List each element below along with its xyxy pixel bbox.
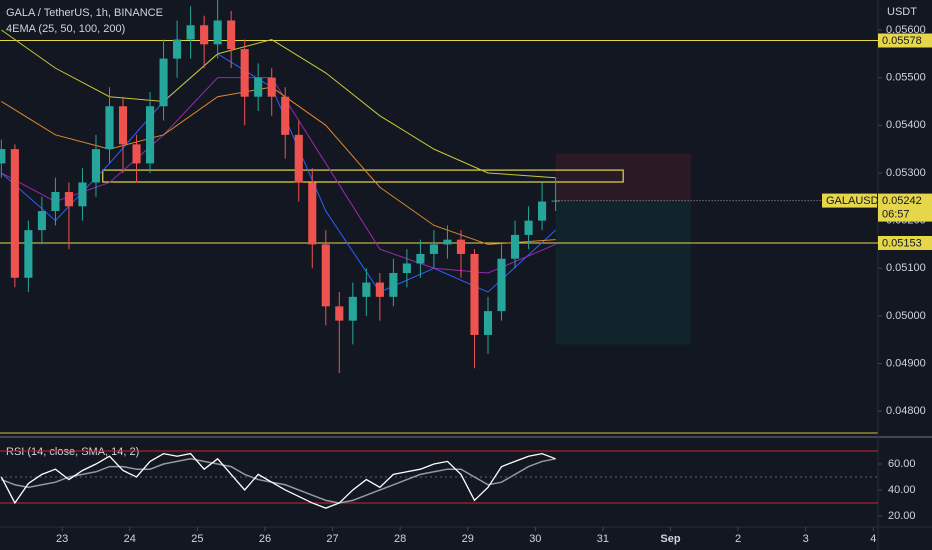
candle-body xyxy=(281,96,290,135)
candle-body xyxy=(240,49,249,97)
x-tick-label: 29 xyxy=(462,533,474,545)
candle-body xyxy=(10,149,19,278)
candle-body xyxy=(348,296,357,321)
rsi-line xyxy=(0,452,556,509)
candle-body xyxy=(254,77,263,97)
candle-body xyxy=(362,282,371,297)
candle-body xyxy=(51,192,60,212)
candle-body xyxy=(132,144,141,164)
price-chip xyxy=(878,33,932,48)
countdown-label: 06:57 xyxy=(882,208,910,220)
candle-body xyxy=(497,258,506,312)
rsi-title: RSI (14, close, SMA, 14, 2) xyxy=(6,446,139,458)
x-tick-label: 23 xyxy=(56,533,68,545)
candle-body xyxy=(159,58,168,107)
candle-body xyxy=(483,311,493,335)
candle-body xyxy=(145,106,155,164)
candle-body xyxy=(200,25,209,45)
indicator-label: 4EMA (25, 50, 100, 200) xyxy=(6,23,125,35)
candle-body xyxy=(105,106,114,150)
y-tick-label: 0.04800 xyxy=(886,405,926,417)
symbol-label: GALAUSDT xyxy=(826,195,886,207)
candle-body xyxy=(470,253,479,335)
price-chip xyxy=(878,193,932,222)
candle-body xyxy=(24,230,33,278)
candle-body xyxy=(91,149,101,183)
y-tick-label: 0.05600 xyxy=(886,24,926,36)
price-chip-label: 0.05578 xyxy=(882,35,922,47)
rsi-sma xyxy=(1,458,556,504)
x-tick-label: 31 xyxy=(597,533,609,545)
candle-body xyxy=(213,20,222,45)
position-target xyxy=(555,200,691,345)
x-tick-label: 24 xyxy=(124,533,136,545)
candle-body xyxy=(321,244,330,307)
rsi-tick-label: 60.00 xyxy=(888,458,916,470)
candle-body xyxy=(308,182,317,245)
candle-body xyxy=(524,220,533,235)
candle-body xyxy=(429,244,438,254)
y-tick-label: 0.05500 xyxy=(886,72,926,84)
symbol-chip xyxy=(822,193,877,208)
candle-body xyxy=(118,106,128,145)
candle-body xyxy=(227,20,236,50)
axis-label: USDT xyxy=(887,6,917,18)
price-chip xyxy=(878,235,932,250)
candle-body xyxy=(37,211,46,231)
candle-body xyxy=(389,273,398,297)
x-tick-label: 25 xyxy=(191,533,203,545)
candle-body xyxy=(0,149,6,164)
ema-line xyxy=(1,77,556,274)
candle-body xyxy=(510,234,520,259)
x-tick-label: 28 xyxy=(394,533,406,545)
candle-body xyxy=(294,134,303,183)
y-tick-label: 0.04900 xyxy=(886,357,926,369)
x-tick-label: 30 xyxy=(529,533,541,545)
x-tick-label: Sep xyxy=(660,533,680,545)
chart-title: GALA / TetherUS, 1h, BINANCE xyxy=(6,7,163,19)
candle-body xyxy=(375,282,384,297)
candle-body xyxy=(173,39,182,59)
zone xyxy=(102,169,624,183)
x-tick-label: 27 xyxy=(326,533,338,545)
price-chip-label: 0.05153 xyxy=(882,237,922,249)
x-tick-label: 3 xyxy=(803,533,809,545)
candle-body xyxy=(443,239,452,245)
y-tick-label: 0.05400 xyxy=(886,119,926,131)
candle-body xyxy=(538,201,547,221)
rsi-tick-label: 20.00 xyxy=(888,510,916,522)
last-price-label: 0.05242 xyxy=(882,195,922,207)
x-tick-label: 2 xyxy=(735,533,741,545)
ema-line xyxy=(1,29,556,179)
y-tick-label: 0.05100 xyxy=(886,262,926,274)
y-tick-label: 0.05000 xyxy=(886,310,926,322)
y-tick-label: 0.05300 xyxy=(886,167,926,179)
x-tick-label: 4 xyxy=(870,533,876,545)
candle-body xyxy=(402,263,411,274)
rsi-tick-label: 40.00 xyxy=(888,484,916,496)
x-tick-label: 26 xyxy=(259,533,271,545)
candle-body xyxy=(78,182,87,207)
candle-body xyxy=(416,253,425,264)
candle-body xyxy=(186,25,195,40)
candle-body xyxy=(456,239,466,254)
candle-body xyxy=(64,192,73,207)
candle-body xyxy=(335,306,344,321)
candle-body xyxy=(267,77,276,97)
